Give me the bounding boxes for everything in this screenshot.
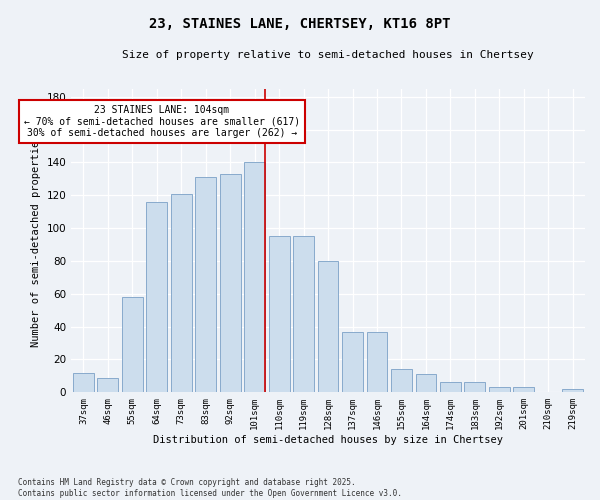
Bar: [489, 388, 510, 392]
Bar: [464, 382, 485, 392]
Bar: [367, 332, 388, 392]
Bar: [269, 236, 290, 392]
Title: Size of property relative to semi-detached houses in Chertsey: Size of property relative to semi-detach…: [122, 50, 534, 60]
Bar: [293, 236, 314, 392]
Bar: [342, 332, 363, 392]
Bar: [391, 370, 412, 392]
Text: 23, STAINES LANE, CHERTSEY, KT16 8PT: 23, STAINES LANE, CHERTSEY, KT16 8PT: [149, 18, 451, 32]
Bar: [73, 372, 94, 392]
Text: Contains HM Land Registry data © Crown copyright and database right 2025.
Contai: Contains HM Land Registry data © Crown c…: [18, 478, 402, 498]
X-axis label: Distribution of semi-detached houses by size in Chertsey: Distribution of semi-detached houses by …: [153, 435, 503, 445]
Bar: [171, 194, 191, 392]
Bar: [196, 177, 216, 392]
Bar: [97, 378, 118, 392]
Text: 23 STAINES LANE: 104sqm
← 70% of semi-detached houses are smaller (617)
30% of s: 23 STAINES LANE: 104sqm ← 70% of semi-de…: [23, 105, 300, 138]
Bar: [440, 382, 461, 392]
Bar: [514, 388, 534, 392]
Bar: [562, 389, 583, 392]
Bar: [416, 374, 436, 392]
Bar: [122, 297, 143, 392]
Bar: [220, 174, 241, 392]
Bar: [317, 261, 338, 392]
Bar: [146, 202, 167, 392]
Bar: [244, 162, 265, 392]
Y-axis label: Number of semi-detached properties: Number of semi-detached properties: [31, 134, 41, 346]
